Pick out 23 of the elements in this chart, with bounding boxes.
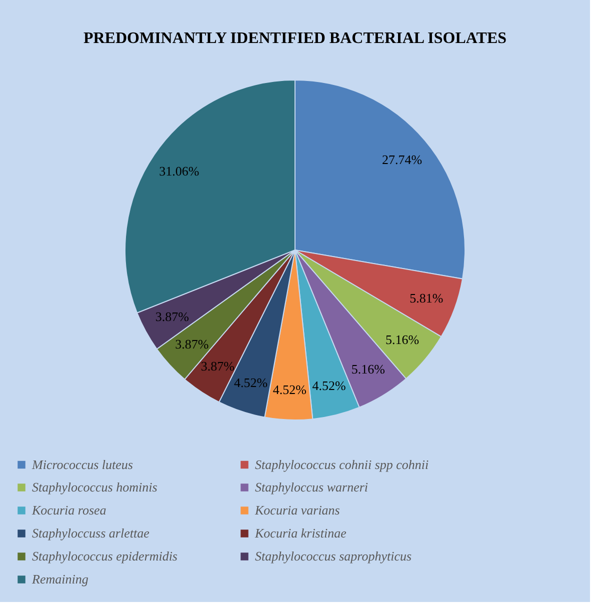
data-label: 4.52% [312, 378, 346, 393]
legend-label: Kocuria kristinae [254, 526, 347, 540]
legend-label: Staphylococcus epidermidis [32, 548, 178, 564]
data-label: 4.52% [272, 382, 307, 397]
legend-label: Staphyloccus warneri [255, 480, 368, 494]
data-label: 27.74% [382, 152, 422, 167]
legend-label: Staphylococcus hominis [32, 480, 158, 494]
data-label: 4.52% [234, 374, 268, 390]
data-label: 5.16% [351, 361, 386, 376]
data-label: 3.87% [200, 358, 235, 374]
legend-label: Staphylococcus saprophyticus [255, 548, 412, 564]
legend-label: Staphylococcus cohnii spp cohnii [255, 456, 430, 472]
data-label: 5.16% [386, 332, 420, 347]
data-label: 31.06% [159, 163, 200, 178]
legend-label: Micrococcus luteus [31, 456, 133, 472]
legend-label: Remaining [31, 572, 89, 586]
data-label: 3.87% [175, 336, 209, 352]
legend-label: Kocuria varians [254, 502, 340, 518]
legend-label: Staphyloccuss arlettae [32, 526, 150, 540]
chart-title: PREDOMINANTLY IDENTIFIED BACTERIAL ISOLATES [83, 30, 507, 47]
data-label: 5.81% [410, 290, 444, 306]
legend-label: Kocuria rosea [31, 502, 107, 518]
data-label: 3.87% [155, 309, 190, 324]
